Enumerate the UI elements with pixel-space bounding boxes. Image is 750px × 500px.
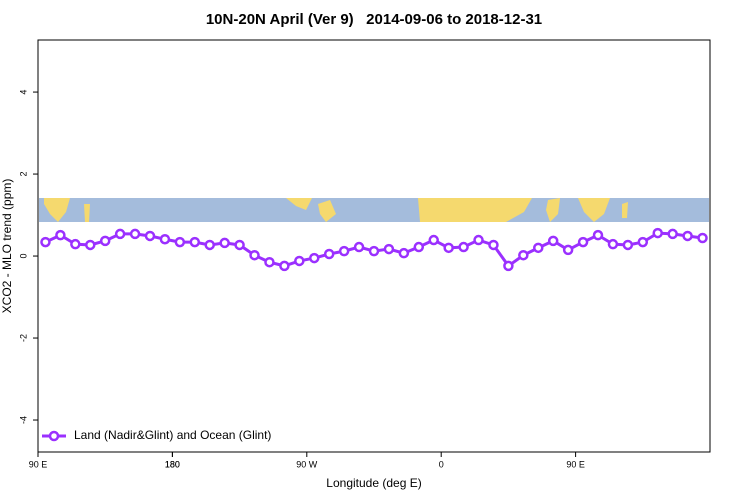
point: [114, 228, 126, 240]
point: [503, 260, 514, 272]
point: [533, 242, 544, 254]
x-tick-label: 0: [439, 459, 444, 469]
point: [368, 245, 380, 257]
point: [353, 241, 365, 253]
chart-title: 10N-20N April (Ver 9) 2014-09-06 to 2018…: [206, 11, 542, 28]
legend-marker: [48, 430, 60, 442]
point: [443, 242, 454, 254]
point: [129, 228, 141, 240]
point: [622, 239, 634, 251]
point: [592, 229, 604, 241]
x-tick-label: 90 E: [566, 459, 585, 469]
point: [413, 241, 425, 253]
point: [40, 236, 51, 248]
y-tick-label: -2: [18, 334, 28, 342]
point: [249, 249, 260, 261]
point: [338, 245, 350, 257]
point: [667, 228, 678, 240]
x-tick-label: 90 E: [29, 459, 48, 469]
x-tick-label: 180: [165, 459, 180, 469]
plot-frame: [37, 39, 711, 453]
point: [607, 238, 619, 250]
legend-label: Land (Nadir&Glint) and Ocean (Glint): [74, 428, 271, 442]
point: [70, 238, 81, 250]
point: [547, 235, 559, 247]
point: [85, 239, 96, 251]
point: [99, 235, 111, 247]
y-axis-label: XCO2 - MLO trend (ppm): [0, 179, 14, 314]
point: [309, 252, 320, 264]
point: [383, 243, 395, 255]
point: [323, 248, 335, 260]
point: [682, 230, 693, 242]
x-axis-label: Longitude (deg E): [326, 476, 421, 490]
point: [294, 255, 305, 267]
point: [652, 227, 663, 239]
point: [637, 236, 649, 248]
point: [264, 256, 275, 268]
point: [562, 244, 574, 256]
point: [458, 241, 469, 253]
point: [189, 236, 201, 248]
y-tick-label: 2: [18, 172, 28, 177]
point: [428, 234, 439, 246]
x-tick-label: 180: [165, 459, 180, 469]
point: [144, 230, 156, 242]
point: [204, 239, 215, 251]
point: [219, 237, 230, 249]
x-tick-label: 90 W: [296, 459, 318, 469]
point: [518, 249, 529, 261]
point: [159, 233, 171, 245]
point: [234, 239, 245, 251]
map-strip: [39, 198, 709, 222]
point: [473, 234, 484, 246]
point: [697, 232, 708, 244]
point: [488, 239, 499, 251]
point: [174, 236, 186, 248]
point: [55, 229, 66, 241]
y-tick-label: -4: [18, 416, 28, 424]
point: [398, 247, 410, 259]
point: [577, 236, 589, 248]
point: [279, 260, 290, 272]
y-tick-label: 0: [18, 254, 28, 259]
y-tick-label: 4: [18, 90, 28, 95]
